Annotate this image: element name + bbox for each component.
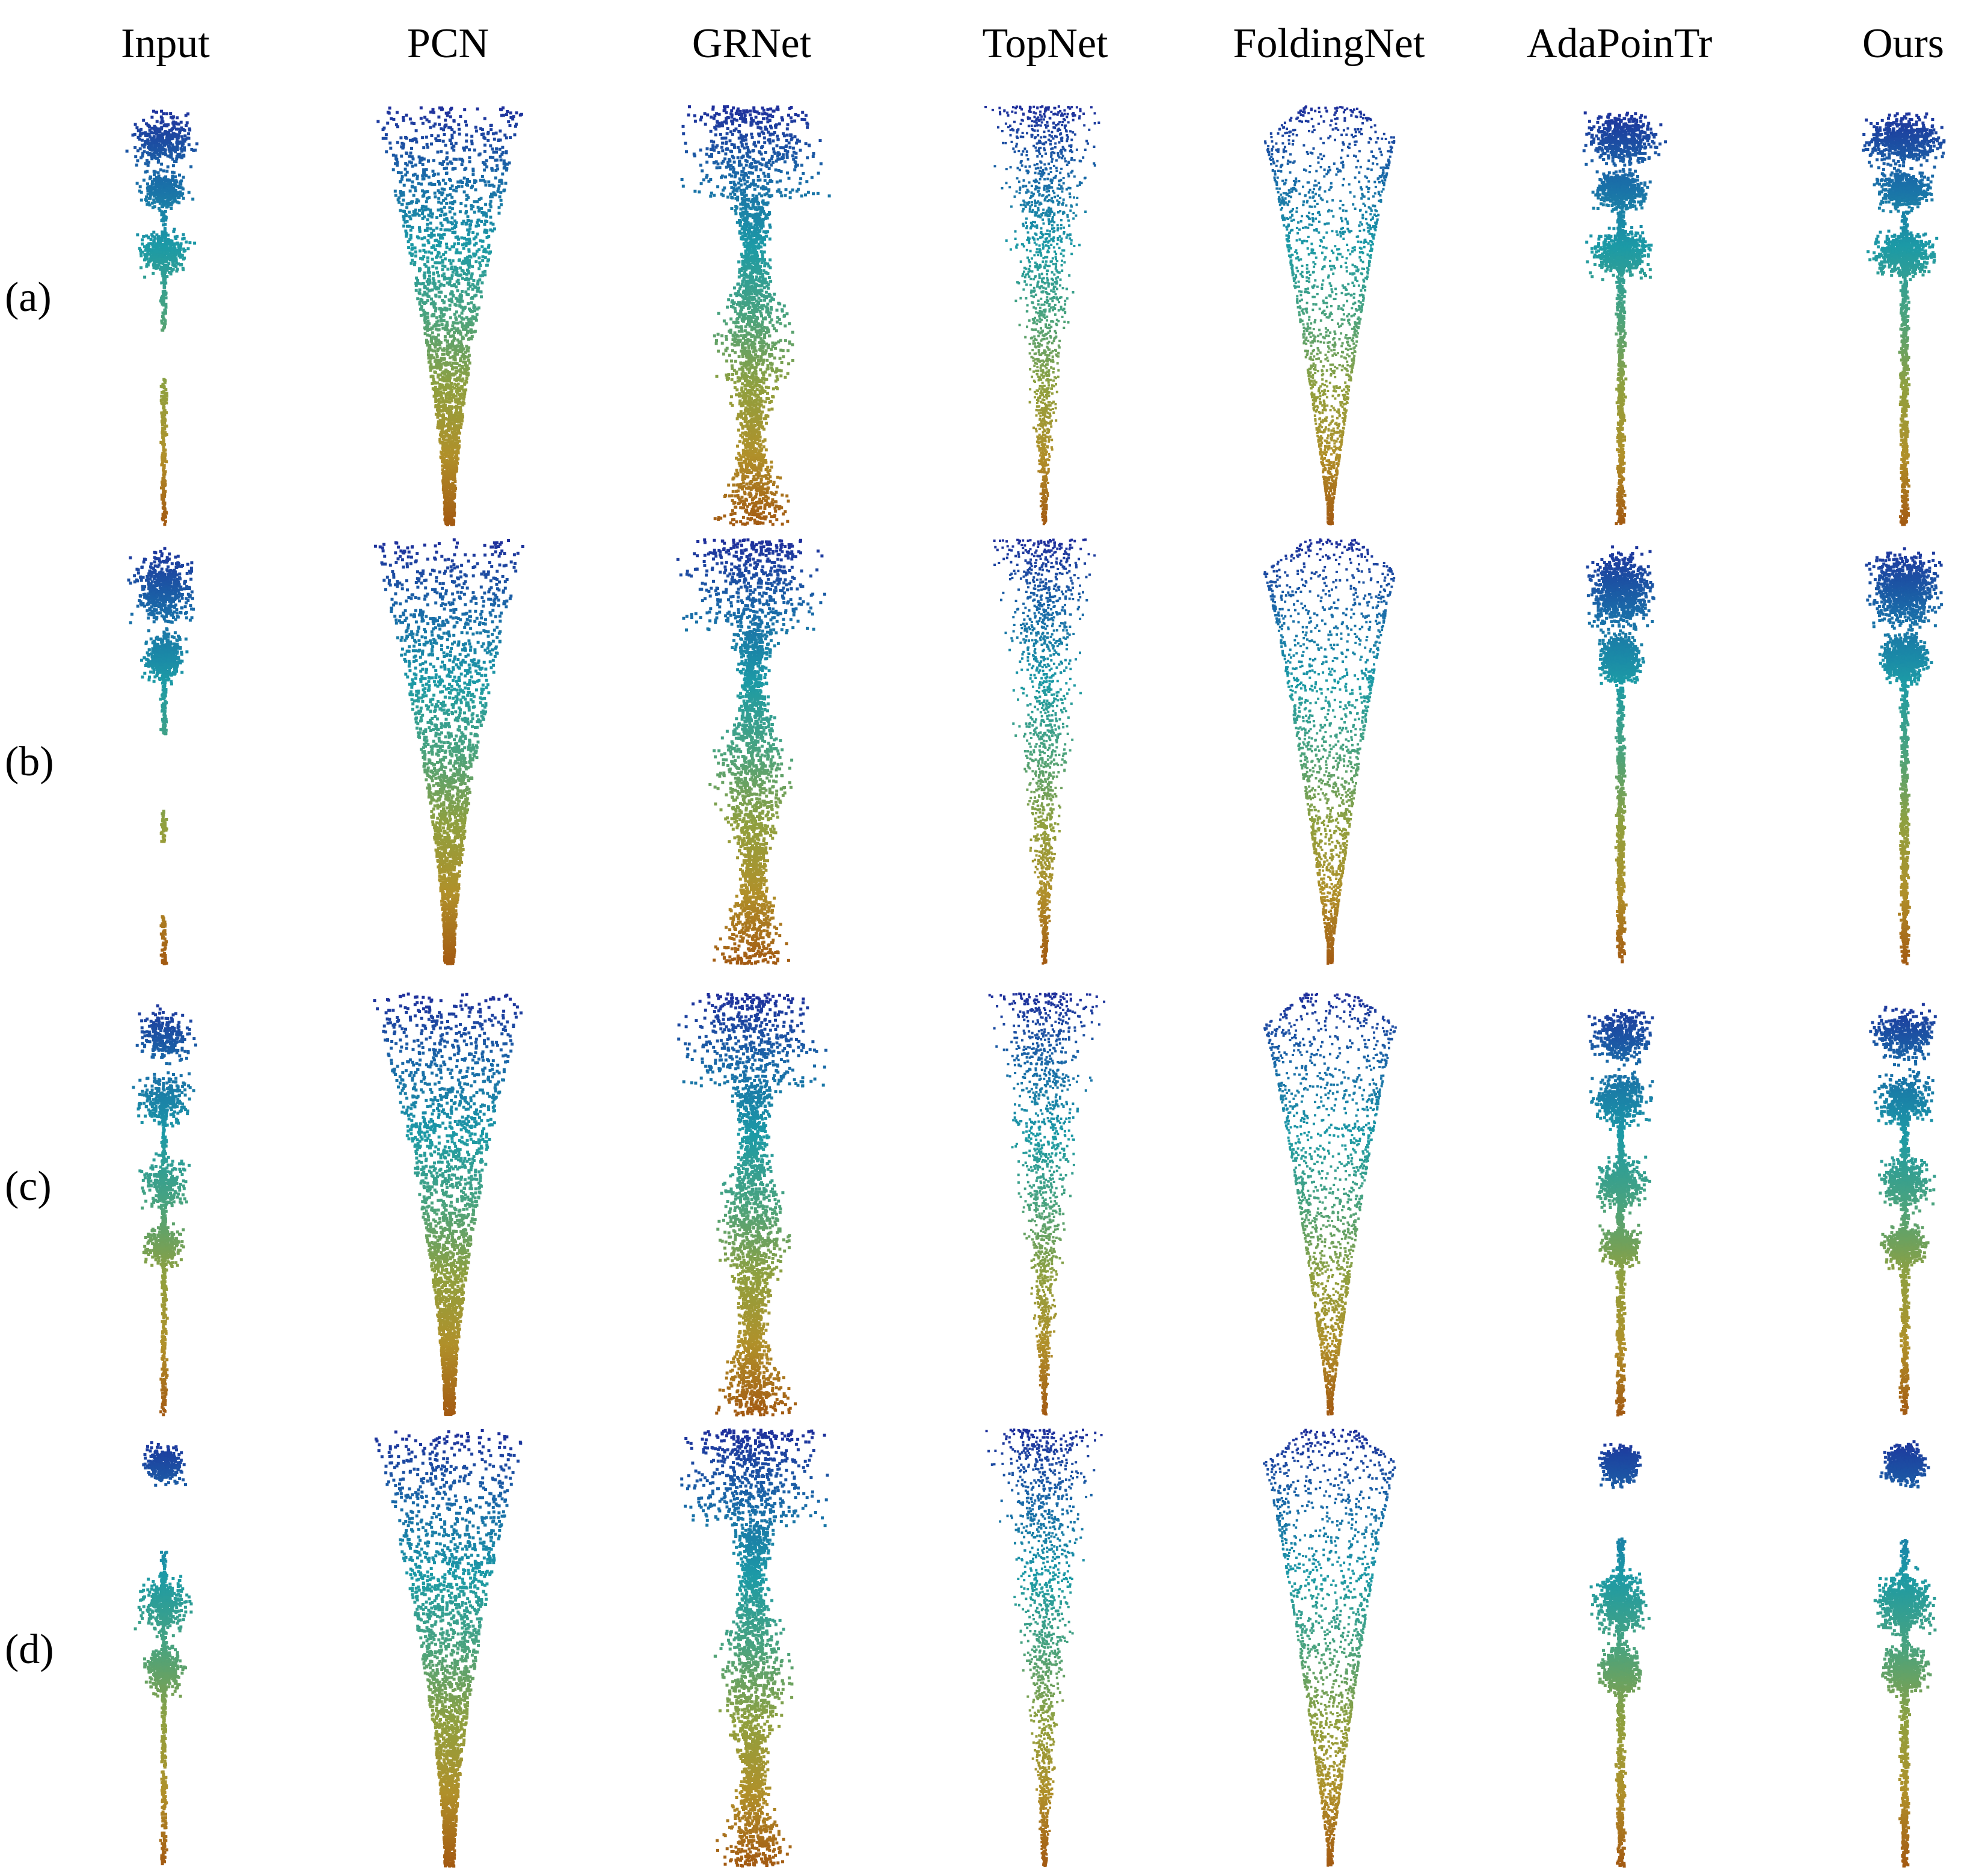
point-cloud-b-grnet	[676, 538, 826, 965]
point-cloud-c-ada	[1588, 1009, 1654, 1416]
point-cloud-d-ada	[1590, 1443, 1651, 1868]
point-cloud-c-input	[132, 1004, 197, 1416]
point-cloud-a-grnet	[681, 105, 831, 526]
point-cloud-d-folding	[1263, 1429, 1396, 1867]
point-cloud-d-pcn	[375, 1429, 522, 1868]
point-cloud-b-ours	[1865, 547, 1944, 965]
point-cloud-d-topnet	[986, 1429, 1103, 1867]
point-cloud-c-ours	[1869, 1003, 1937, 1415]
point-cloud-b-folding	[1263, 538, 1395, 965]
point-cloud-c-pcn	[373, 992, 523, 1416]
point-cloud-a-folding	[1264, 105, 1395, 525]
point-cloud-a-ours	[1862, 112, 1945, 526]
point-cloud-d-input	[134, 1441, 193, 1865]
point-cloud-b-pcn	[374, 538, 524, 965]
point-cloud-a-pcn	[376, 106, 523, 526]
point-cloud-a-topnet	[984, 105, 1100, 525]
point-cloud-d-ours	[1874, 1440, 1937, 1868]
point-cloud-b-topnet	[993, 538, 1096, 964]
point-cloud-d-grnet	[680, 1429, 829, 1868]
point-cloud-c-grnet	[677, 992, 827, 1416]
point-cloud-b-ada	[1586, 546, 1655, 964]
point-cloud-a-input	[126, 110, 198, 526]
point-cloud-grid	[0, 0, 1985, 1876]
point-cloud-c-topnet	[989, 992, 1105, 1415]
point-cloud-c-folding	[1263, 992, 1397, 1415]
point-cloud-a-ada	[1583, 111, 1667, 525]
point-cloud-b-input	[127, 547, 195, 965]
